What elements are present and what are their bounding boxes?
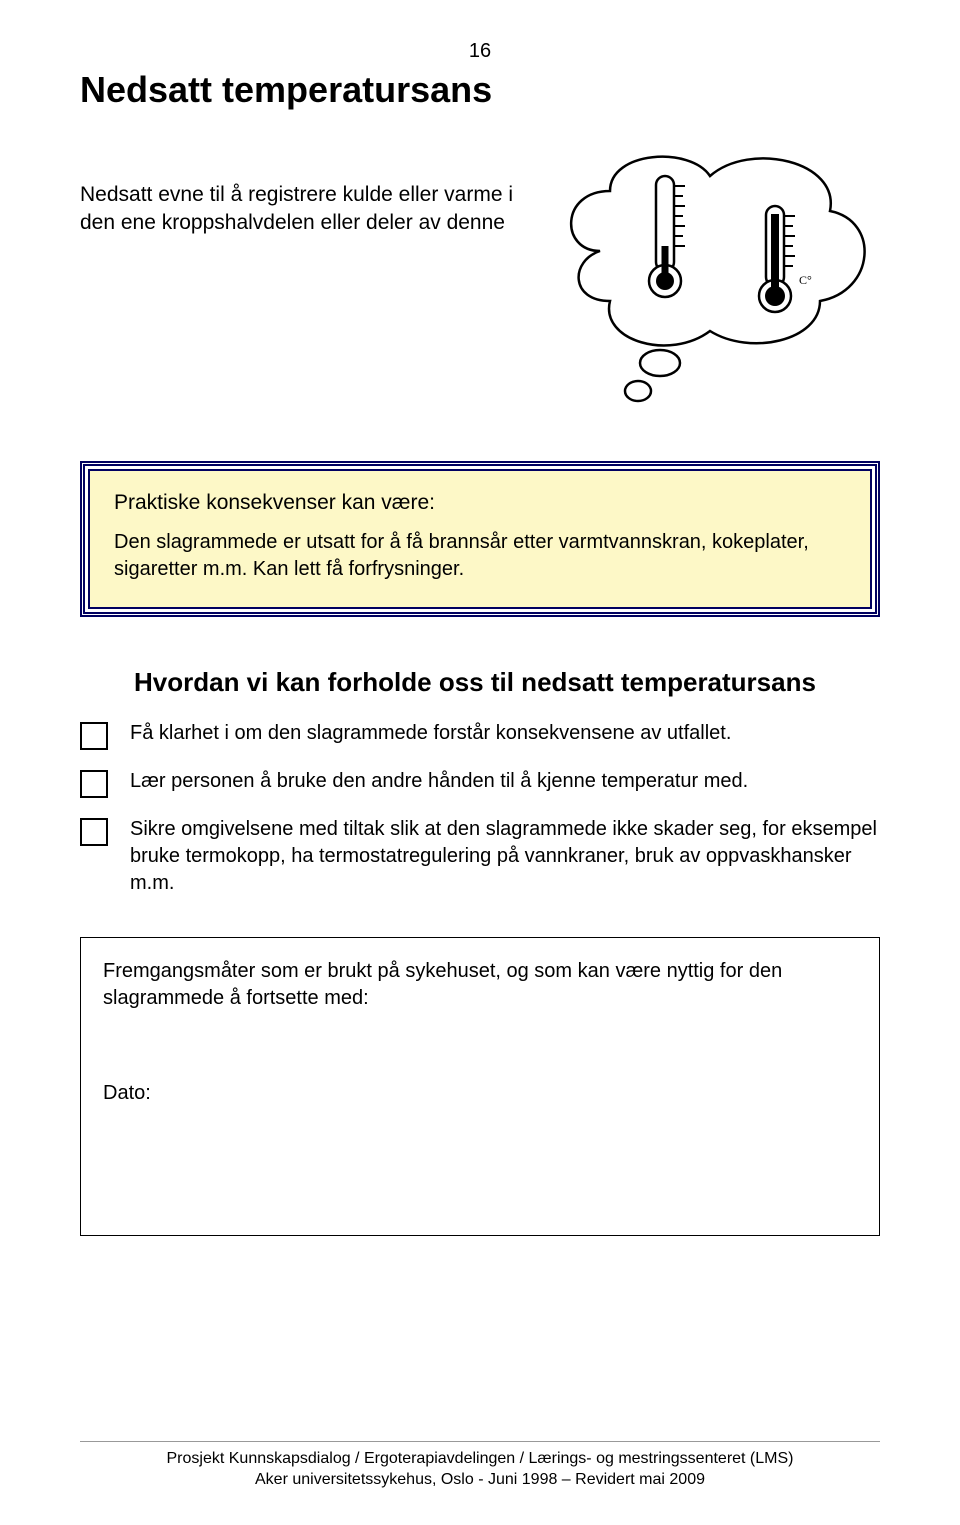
checkbox-icon[interactable] bbox=[80, 722, 108, 750]
checklist: Få klarhet i om den slagrammede forstår … bbox=[80, 720, 880, 897]
consequences-box: Praktiske konsekvenser kan være: Den sla… bbox=[80, 461, 880, 617]
method-box: Fremgangsmåter som er brukt på sykehuset… bbox=[80, 937, 880, 1236]
footer-line: Aker universitetssykehus, Oslo - Juni 19… bbox=[80, 1469, 880, 1491]
intro-row: Nedsatt evne til å registrere kulde elle… bbox=[80, 141, 880, 411]
checklist-item: Få klarhet i om den slagrammede forstår … bbox=[80, 720, 880, 750]
date-label: Dato: bbox=[103, 1082, 857, 1105]
checklist-item: Sikre omgivelsene med tiltak slik at den… bbox=[80, 816, 880, 897]
page-title: Nedsatt temperatursans bbox=[80, 69, 880, 111]
svg-text:C°: C° bbox=[799, 273, 812, 287]
intro-text: Nedsatt evne til å registrere kulde elle… bbox=[80, 141, 520, 238]
checkbox-icon[interactable] bbox=[80, 818, 108, 846]
checklist-text: Lær personen å bruke den andre hånden ti… bbox=[130, 768, 880, 795]
checklist-text: Få klarhet i om den slagrammede forstår … bbox=[130, 720, 880, 747]
consequences-title: Praktiske konsekvenser kan være: bbox=[114, 491, 846, 515]
footer: Prosjekt Kunnskapsdialog / Ergoterapiavd… bbox=[80, 1441, 880, 1491]
checkbox-icon[interactable] bbox=[80, 770, 108, 798]
thermometer-illustration: C° bbox=[550, 141, 880, 411]
page-number: 16 bbox=[80, 40, 880, 63]
checklist-item: Lær personen å bruke den andre hånden ti… bbox=[80, 768, 880, 798]
footer-line: Prosjekt Kunnskapsdialog / Ergoterapiavd… bbox=[80, 1448, 880, 1470]
method-title: Fremgangsmåter som er brukt på sykehuset… bbox=[103, 958, 857, 1012]
consequences-body: Den slagrammede er utsatt for å få brann… bbox=[114, 529, 846, 583]
checklist-text: Sikre omgivelsene med tiltak slik at den… bbox=[130, 816, 880, 897]
howto-title: Hvordan vi kan forholde oss til nedsatt … bbox=[134, 667, 880, 698]
